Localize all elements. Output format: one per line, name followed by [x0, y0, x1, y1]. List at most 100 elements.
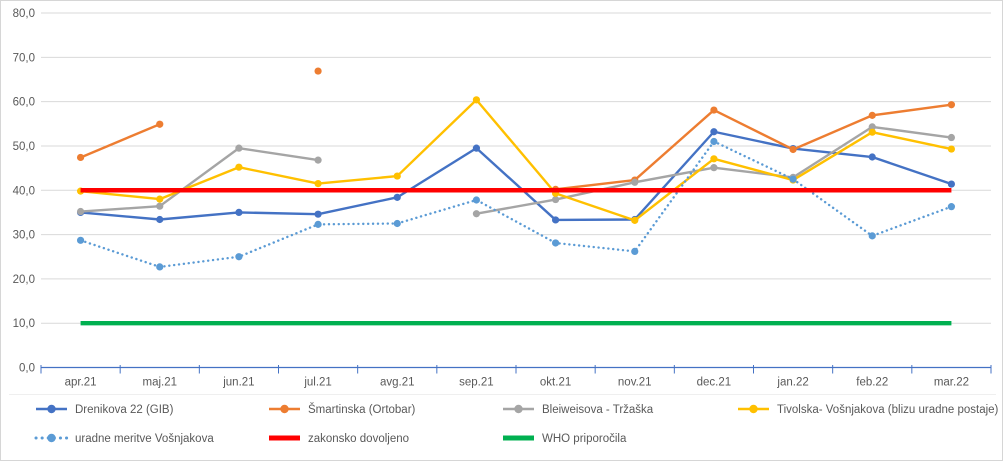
data-point[interactable]	[393, 172, 401, 180]
x-axis-tick-label: nov.21	[618, 377, 652, 389]
series-3	[76, 96, 956, 224]
data-point[interactable]	[314, 156, 322, 164]
y-axis-tick-label: 30,0	[13, 230, 35, 242]
data-point[interactable]	[472, 210, 481, 218]
data-point[interactable]	[710, 155, 718, 163]
data-point[interactable]	[710, 106, 718, 114]
series-1	[76, 67, 956, 193]
series-line[interactable]	[80, 146, 319, 213]
data-point[interactable]	[156, 202, 164, 210]
data-point[interactable]	[947, 133, 956, 142]
data-point[interactable]	[314, 180, 322, 188]
x-axis-tick-label: jun.21	[222, 377, 254, 389]
data-point[interactable]	[789, 145, 797, 154]
data-point[interactable]	[631, 247, 639, 256]
data-point[interactable]	[868, 111, 876, 119]
data-point[interactable]	[235, 144, 243, 152]
legend-item[interactable]: Šmartinska (Ortobar)	[269, 403, 416, 416]
legend-item[interactable]: zakonsko dovoljeno	[269, 433, 409, 445]
data-point[interactable]	[551, 239, 560, 247]
legend-label: Šmartinska (Ortobar)	[308, 403, 416, 416]
series-2	[76, 123, 956, 218]
data-point[interactable]	[947, 180, 956, 188]
data-point[interactable]	[156, 263, 164, 271]
x-axis-tick-label: jul.21	[303, 377, 332, 389]
data-point[interactable]	[156, 195, 164, 203]
legend-item[interactable]: uradne meritve Vošnjakova	[34, 433, 214, 445]
y-axis-tick-label: 40,0	[13, 185, 35, 197]
x-axis-tick-label: mar.22	[934, 377, 969, 389]
x-axis-tick-label: feb.22	[856, 377, 888, 389]
data-point[interactable]	[710, 137, 718, 146]
data-point[interactable]	[472, 144, 481, 152]
series-line[interactable]	[79, 139, 953, 269]
legend-swatch-marker	[514, 404, 523, 414]
legend-label: Drenikova 22 (GIB)	[75, 404, 174, 416]
legend-item[interactable]: WHO priporočila	[503, 433, 627, 445]
data-point[interactable]	[76, 236, 85, 244]
y-axis-tick-label: 0,0	[19, 363, 35, 375]
legend-swatch-marker	[280, 404, 289, 414]
data-point[interactable]	[947, 145, 956, 153]
series-line[interactable]	[80, 123, 161, 159]
legend-label: Tivolska- Vošnjakova (blizu uradne posta…	[777, 404, 999, 416]
series-line[interactable]	[80, 98, 952, 222]
legend-item[interactable]: Tivolska- Vošnjakova (blizu uradne posta…	[738, 404, 999, 416]
x-axis-tick-label: apr.21	[65, 377, 97, 389]
data-point[interactable]	[235, 163, 243, 171]
data-point[interactable]	[393, 193, 401, 201]
data-point[interactable]	[551, 216, 560, 224]
data-point[interactable]	[76, 153, 85, 162]
y-axis-tick-label: 20,0	[13, 274, 35, 286]
data-point[interactable]	[235, 208, 243, 217]
data-point[interactable]	[156, 215, 164, 224]
data-point[interactable]	[868, 153, 876, 161]
legend-label: Bleiweisova - Tržaška	[542, 404, 654, 416]
data-point[interactable]	[868, 128, 876, 136]
y-axis-tick-label: 80,0	[13, 8, 35, 20]
x-axis-tick-label: maj.21	[142, 377, 177, 389]
legend-item[interactable]: Drenikova 22 (GIB)	[36, 404, 174, 416]
data-point[interactable]	[235, 253, 243, 261]
data-point[interactable]	[156, 120, 164, 128]
series-line[interactable]	[555, 103, 952, 191]
data-point[interactable]	[868, 123, 876, 131]
y-axis-tick-label: 70,0	[13, 52, 35, 64]
data-point[interactable]	[314, 67, 322, 75]
legend-swatch-marker	[47, 433, 56, 443]
data-point[interactable]	[710, 164, 718, 172]
x-axis-tick-label: avg.21	[380, 377, 415, 389]
data-point[interactable]	[393, 219, 401, 228]
x-axis-tick-label: dec.21	[697, 377, 732, 389]
data-point[interactable]	[472, 196, 481, 204]
data-point[interactable]	[314, 220, 322, 228]
legend-swatch-marker	[749, 404, 758, 414]
x-axis-tick-label: sep.21	[459, 377, 494, 389]
x-axis-tick-label: okt.21	[540, 377, 571, 389]
legend-swatch-marker	[47, 404, 56, 414]
x-axis-tick-label: jan.22	[776, 377, 808, 389]
data-point[interactable]	[551, 195, 560, 204]
data-point[interactable]	[314, 210, 322, 218]
data-point[interactable]	[631, 178, 639, 186]
data-point[interactable]	[710, 128, 718, 136]
legend-label: zakonsko dovoljeno	[308, 433, 409, 445]
series-line[interactable]	[80, 130, 952, 222]
data-point[interactable]	[789, 175, 797, 183]
data-point[interactable]	[868, 232, 876, 240]
y-axis-tick-label: 10,0	[13, 318, 35, 330]
y-axis-tick-label: 50,0	[13, 141, 35, 153]
data-point[interactable]	[76, 207, 85, 216]
y-axis-tick-label: 60,0	[13, 97, 35, 109]
data-point[interactable]	[631, 216, 639, 224]
series-4	[76, 137, 956, 271]
legend-label: uradne meritve Vošnjakova	[75, 433, 214, 445]
legend-item[interactable]: Bleiweisova - Tržaška	[503, 404, 654, 416]
data-point[interactable]	[947, 203, 956, 211]
data-point[interactable]	[472, 96, 481, 104]
data-point[interactable]	[947, 101, 956, 109]
legend-label: WHO priporočila	[542, 433, 627, 445]
